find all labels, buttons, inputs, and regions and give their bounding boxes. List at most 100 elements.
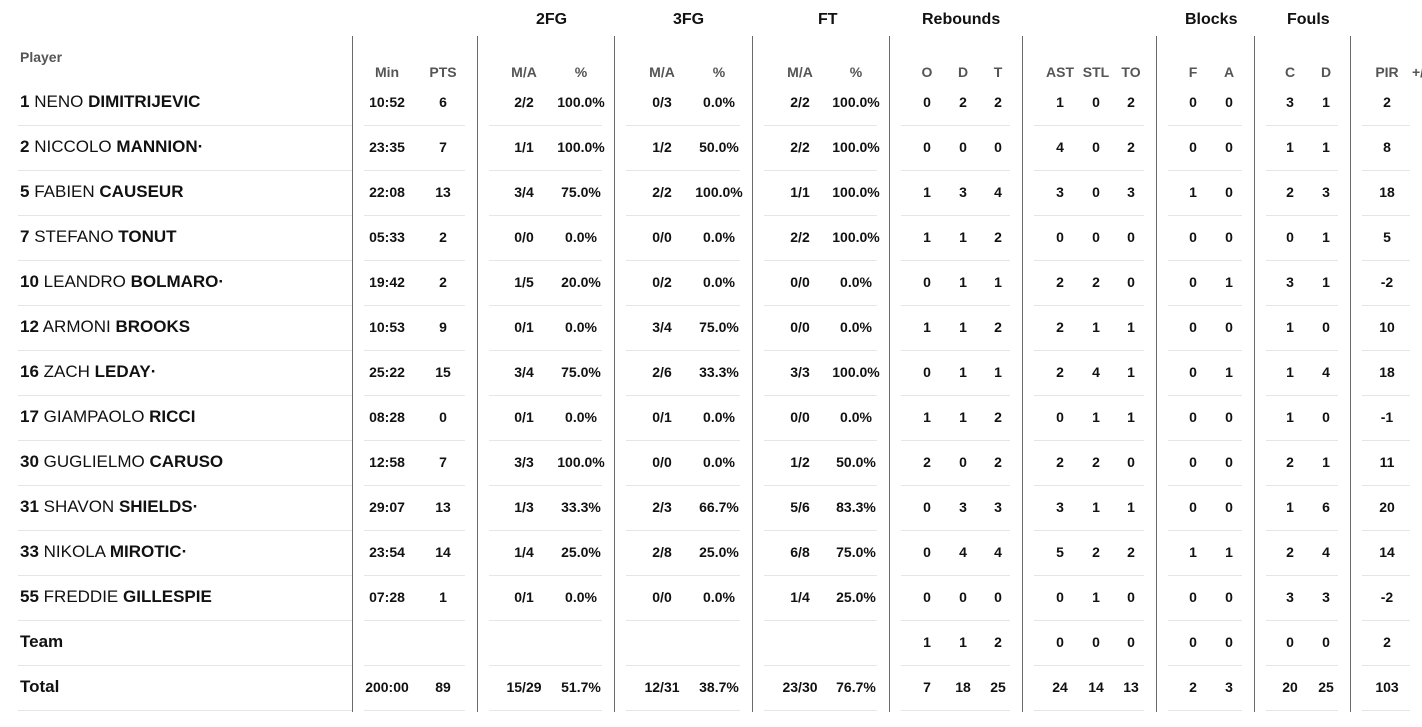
cell-blk-a: 0 (1225, 409, 1233, 425)
cell-reb-o: 7 (923, 679, 931, 695)
column-divider (1350, 36, 1351, 712)
cell-reb-t: 25 (990, 679, 1006, 695)
row-divider (18, 125, 352, 126)
cell-to: 13 (1123, 679, 1139, 695)
cell-2fg-pct: 20.0% (561, 274, 601, 290)
cell-to: 3 (1127, 184, 1135, 200)
cell-to: 0 (1127, 229, 1135, 245)
cell-min: 19:42 (369, 274, 405, 290)
player-number: 5 (20, 182, 30, 201)
row-divider (364, 575, 465, 576)
cell-3fg-pct: 0.0% (703, 589, 735, 605)
row-divider (1362, 395, 1410, 396)
starter-dot: · (197, 137, 204, 156)
cell-2fg-pct: 25.0% (561, 544, 601, 560)
cell-pir: -2 (1380, 589, 1394, 605)
cell-blk-a: 0 (1225, 139, 1233, 155)
cell-2fg-pct: 51.7% (561, 679, 601, 695)
cell-foul-d: 0 (1322, 409, 1330, 425)
cell-2fg-ma: 0/1 (514, 409, 534, 425)
starter-dot: · (218, 272, 225, 291)
cell-foul-d: 4 (1322, 544, 1330, 560)
row-divider (1266, 395, 1338, 396)
row-divider (364, 440, 465, 441)
cell-foul-c: 1 (1286, 499, 1294, 515)
row-divider (489, 485, 602, 486)
team-row-label: Team (20, 632, 64, 651)
row-divider (1266, 215, 1338, 216)
cell-foul-c: 1 (1286, 319, 1294, 335)
cell-ft-ma: 2/2 (790, 94, 810, 110)
row-divider (1266, 530, 1338, 531)
cell-blk-f: 0 (1189, 364, 1197, 380)
cell-2fg-ma: 3/4 (514, 364, 534, 380)
row-divider (1266, 440, 1338, 441)
column-header-foul-c: C (1284, 64, 1296, 80)
cell-min: 12:58 (369, 454, 405, 470)
cell-reb-o: 0 (923, 274, 931, 290)
row-divider (626, 350, 740, 351)
row-divider (489, 665, 602, 666)
player-first-name: SHAVON (43, 497, 115, 516)
cell-ft-pct: 100.0% (832, 184, 880, 200)
cell-min: 10:53 (369, 319, 405, 335)
cell-ft-ma: 0/0 (790, 319, 810, 335)
column-header-stl: STL (1082, 64, 1110, 80)
player-name: 12 ARMONI BROOKS (20, 317, 190, 337)
cell-3fg-ma: 2/6 (652, 364, 672, 380)
cell-reb-t: 4 (994, 184, 1002, 200)
row-divider (1266, 170, 1338, 171)
row-divider (764, 575, 877, 576)
row-divider (901, 665, 1010, 666)
cell-reb-d: 1 (959, 229, 967, 245)
cell-to: 0 (1127, 454, 1135, 470)
cell-min: 05:33 (369, 229, 405, 245)
column-header-3fg-ma: M/A (649, 64, 675, 80)
cell-foul-d: 3 (1322, 184, 1330, 200)
row-divider (626, 575, 740, 576)
cell-reb-d: 3 (959, 499, 967, 515)
player-number: 55 (20, 587, 39, 606)
cell-reb-o: 1 (923, 319, 931, 335)
row-divider (1266, 485, 1338, 486)
player-number: 33 (20, 542, 39, 561)
player-name: 10 LEANDRO BOLMARO· (20, 272, 224, 292)
row-divider (489, 710, 602, 711)
cell-3fg-ma: 0/1 (652, 409, 672, 425)
row-divider (1362, 710, 1410, 711)
cell-reb-d: 2 (959, 94, 967, 110)
cell-blk-f: 0 (1189, 94, 1197, 110)
cell-ft-ma: 3/3 (790, 364, 810, 380)
player-number: 31 (20, 497, 39, 516)
cell-foul-d: 1 (1322, 274, 1330, 290)
cell-pts: 2 (439, 274, 447, 290)
row-divider (364, 215, 465, 216)
row-divider (901, 710, 1010, 711)
group-header-rebounds: Rebounds (922, 11, 1001, 28)
cell-reb-o: 0 (923, 139, 931, 155)
cell-to: 2 (1127, 94, 1135, 110)
cell-2fg-ma: 0/1 (514, 589, 534, 605)
cell-2fg-pct: 0.0% (565, 409, 597, 425)
cell-3fg-ma: 12/31 (644, 679, 680, 695)
row-divider (901, 440, 1010, 441)
cell-ft-ma: 0/0 (790, 274, 810, 290)
cell-stl: 0 (1092, 184, 1100, 200)
row-divider (18, 395, 352, 396)
cell-blk-f: 1 (1189, 544, 1197, 560)
cell-blk-a: 3 (1225, 679, 1233, 695)
player-first-name: FABIEN (34, 182, 95, 201)
cell-2fg-ma: 1/4 (514, 544, 534, 560)
row-divider (1168, 485, 1242, 486)
cell-to: 2 (1127, 139, 1135, 155)
row-divider (364, 395, 465, 396)
row-divider (626, 395, 740, 396)
row-divider (1168, 125, 1242, 126)
cell-ft-pct: 50.0% (836, 454, 876, 470)
row-divider (1362, 620, 1410, 621)
row-divider (626, 620, 740, 621)
cell-2fg-pct: 33.3% (561, 499, 601, 515)
player-name: 33 NIKOLA MIROTIC· (20, 542, 187, 562)
row-divider (626, 305, 740, 306)
cell-reb-o: 1 (923, 634, 931, 650)
